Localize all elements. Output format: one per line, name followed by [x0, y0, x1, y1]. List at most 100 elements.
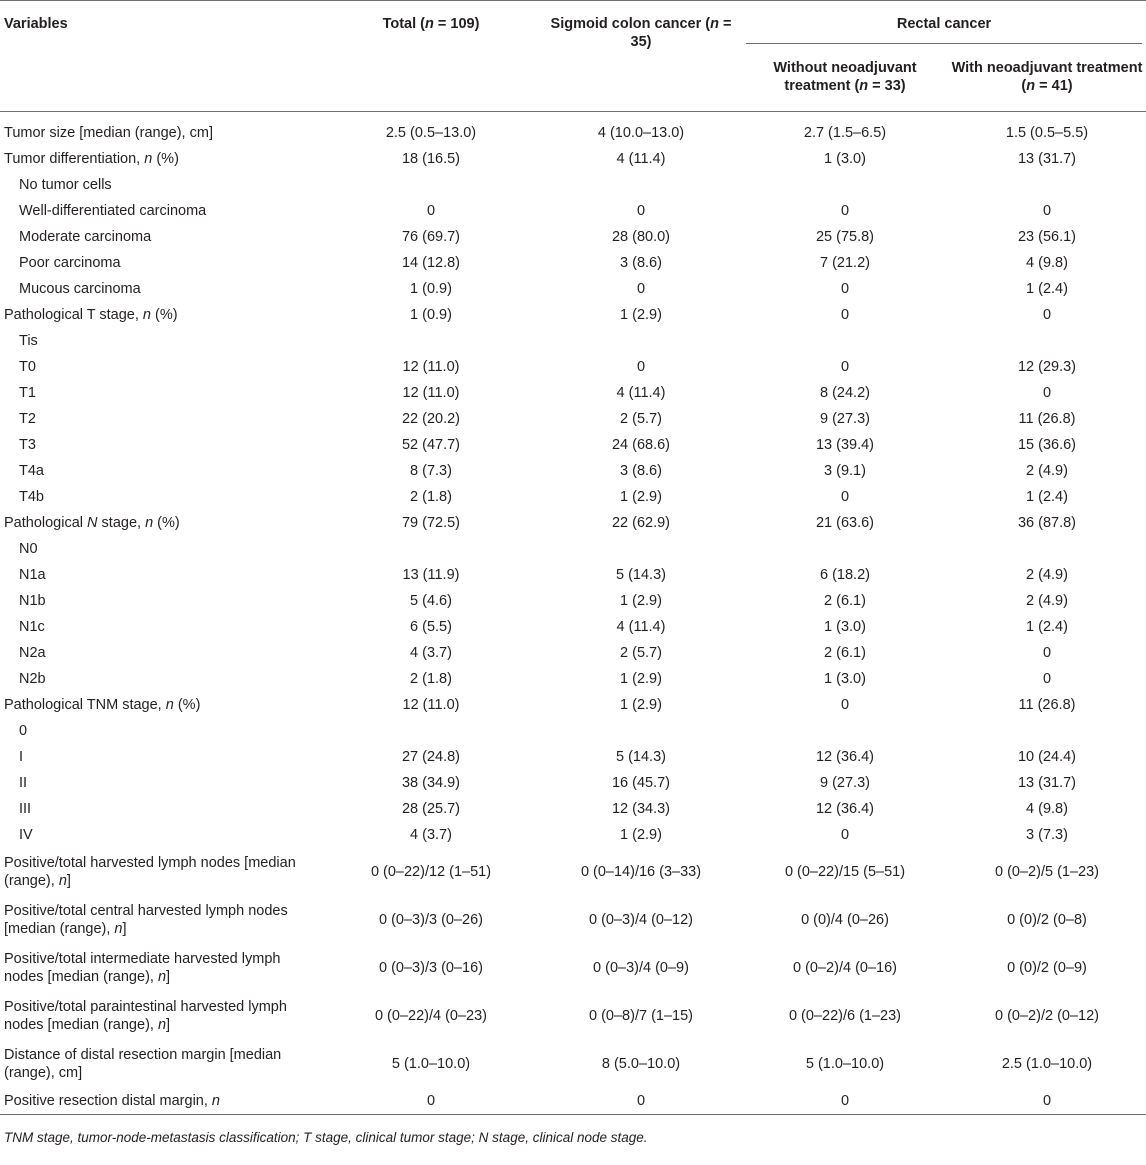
cell-without-neoadjuvant: 25 (75.8) [815, 229, 875, 245]
row-label: T1 [19, 385, 36, 401]
cell-sigmoid: 4 (11.4) [616, 619, 666, 635]
cell-without-neoadjuvant: 0 [840, 359, 850, 375]
row-label: Mucous carcinoma [19, 281, 141, 297]
cell-without-neoadjuvant: 2.7 (1.5–6.5) [803, 125, 887, 141]
cell-sigmoid [540, 328, 742, 354]
cell-without-neoadjuvant: 13 (39.4) [815, 437, 875, 453]
row-label: Distance of distal resection margin [med… [4, 1047, 282, 1081]
cell-with-neoadjuvant: 2.5 (1.0–10.0) [1001, 1056, 1093, 1072]
cell-total: 5 (1.0–10.0) [391, 1056, 471, 1072]
cell-with-neoadjuvant: 15 (36.6) [1017, 437, 1077, 453]
table-row: T1 12 (11.0) 4 (11.4) 8 (24.2) 0 [0, 380, 1146, 406]
row-label: IV [19, 827, 33, 843]
row-label: 0 [19, 723, 28, 739]
table-row: Positive/total central harvested lymph n… [0, 896, 1146, 944]
cell-with-neoadjuvant: 0 [1042, 307, 1052, 323]
cell-with-neoadjuvant [948, 718, 1146, 744]
cell-sigmoid: 0 (0–14)/16 (3–33) [580, 864, 702, 880]
cell-without-neoadjuvant: 0 (0–22)/15 (5–51) [784, 864, 906, 880]
table-row: III 28 (25.7) 12 (34.3) 12 (36.4) 4 (9.8) [0, 796, 1146, 822]
cell-sigmoid: 1 (2.9) [620, 671, 662, 687]
header-variables: Variables [4, 16, 68, 32]
table-row: N1b 5 (4.6) 1 (2.9) 2 (6.1) 2 (4.9) [0, 588, 1146, 614]
table-row: I 27 (24.8) 5 (14.3) 12 (36.4) 10 (24.4) [0, 744, 1146, 770]
header-without-neoadjuvant: Without neoadjuvant treatment (n = 33) [773, 60, 917, 94]
row-label: N1a [19, 567, 46, 583]
row-label: Pathological T stage, n (%) [4, 307, 178, 323]
cell-with-neoadjuvant: 13 (31.7) [1017, 151, 1077, 167]
cell-with-neoadjuvant: 2 (4.9) [1026, 567, 1068, 583]
cell-without-neoadjuvant: 0 (0–22)/6 (1–23) [788, 1008, 902, 1024]
cell-with-neoadjuvant: 0 [1042, 385, 1052, 401]
row-label: N2b [19, 671, 46, 687]
row-label: Well-differentiated carcinoma [19, 203, 207, 219]
cell-without-neoadjuvant: 1 (3.0) [824, 619, 866, 635]
cell-sigmoid: 4 (11.4) [616, 151, 666, 167]
cell-sigmoid: 1 (2.9) [620, 489, 662, 505]
cell-without-neoadjuvant: 21 (63.6) [815, 515, 875, 531]
cell-total [322, 536, 540, 562]
table-row: Positive resection distal margin, n 0 0 0 0 [0, 1088, 1146, 1115]
cell-sigmoid: 3 (8.6) [620, 463, 662, 479]
row-label: T4b [19, 489, 44, 505]
row-label: T4a [19, 463, 44, 479]
table-row: Positive/total intermediate harvested ly… [0, 944, 1146, 992]
cell-sigmoid: 16 (45.7) [611, 775, 671, 791]
cell-sigmoid: 1 (2.9) [620, 827, 662, 843]
cell-with-neoadjuvant [948, 536, 1146, 562]
cell-with-neoadjuvant: 0 [1042, 645, 1052, 661]
cell-sigmoid [540, 718, 742, 744]
cell-without-neoadjuvant [742, 172, 948, 198]
cell-total: 14 (12.8) [401, 255, 461, 271]
cell-total: 38 (34.9) [401, 775, 461, 791]
cell-with-neoadjuvant: 11 (26.8) [1018, 697, 1076, 713]
cell-with-neoadjuvant: 4 (9.8) [1026, 255, 1068, 271]
row-label: Pathological N stage, n (%) [4, 515, 180, 531]
cell-with-neoadjuvant: 0 (0–2)/2 (0–12) [995, 1008, 1099, 1024]
cell-total: 79 (72.5) [401, 515, 461, 531]
row-label: N0 [19, 541, 38, 557]
table-row: T3 52 (47.7) 24 (68.6) 13 (39.4) 15 (36.6) [0, 432, 1146, 458]
header-rectal-group: Rectal cancer [742, 1, 1146, 51]
row-label: No tumor cells [19, 177, 112, 193]
cell-total: 0 (0–22)/12 (1–51) [370, 864, 492, 880]
cell-with-neoadjuvant: 1 (2.4) [1026, 281, 1068, 297]
cell-total: 12 (11.0) [402, 385, 460, 401]
cell-without-neoadjuvant: 1 (3.0) [824, 671, 866, 687]
table-row: IV 4 (3.7) 1 (2.9) 0 3 (7.3) [0, 822, 1146, 848]
cell-without-neoadjuvant: 0 [840, 697, 850, 713]
cell-sigmoid: 5 (14.3) [616, 567, 666, 583]
table-row: N0 [0, 536, 1146, 562]
table-row: Pathological T stage, n (%) 1 (0.9) 1 (2.9… [0, 302, 1146, 328]
cell-without-neoadjuvant: 6 (18.2) [820, 567, 870, 583]
cell-total: 76 (69.7) [401, 229, 461, 245]
row-label: Tumor size [median (range), cm] [4, 125, 213, 141]
cell-total: 8 (7.3) [410, 463, 452, 479]
cell-total: 2.5 (0.5–13.0) [385, 125, 477, 141]
cell-total: 0 [426, 1093, 436, 1109]
table-row: T0 12 (11.0) 0 0 12 (29.3) [0, 354, 1146, 380]
table-row: N1c 6 (5.5) 4 (11.4) 1 (3.0) 1 (2.4) [0, 614, 1146, 640]
table-footnote: TNM stage, tumor-node-metastasis classif… [4, 1130, 648, 1145]
cell-total [322, 172, 540, 198]
table-row: Distance of distal resection margin [med… [0, 1040, 1146, 1088]
cell-sigmoid: 5 (14.3) [616, 749, 666, 765]
cell-with-neoadjuvant: 4 (9.8) [1026, 801, 1068, 817]
cell-with-neoadjuvant: 1 (2.4) [1026, 619, 1068, 635]
cell-without-neoadjuvant: 0 (0)/4 (0–26) [801, 912, 889, 928]
cell-sigmoid: 12 (34.3) [611, 801, 671, 817]
cell-total: 52 (47.7) [401, 437, 461, 453]
cell-sigmoid: 1 (2.9) [620, 593, 662, 609]
cell-total: 0 [426, 203, 436, 219]
table-row: Positive/total paraintestinal harvested … [0, 992, 1146, 1040]
table-row: T4a 8 (7.3) 3 (8.6) 3 (9.1) 2 (4.9) [0, 458, 1146, 484]
cell-sigmoid: 0 (0–8)/7 (1–15) [589, 1008, 693, 1024]
row-label: Tumor differentiation, n (%) [4, 151, 179, 167]
cell-sigmoid: 0 (0–3)/4 (0–12) [589, 912, 693, 928]
cell-without-neoadjuvant: 12 (36.4) [815, 801, 875, 817]
cell-sigmoid: 0 [636, 281, 646, 297]
cell-without-neoadjuvant: 0 [840, 307, 850, 323]
row-label: N1b [19, 593, 46, 609]
cell-total: 0 (0–3)/3 (0–26) [379, 912, 483, 928]
